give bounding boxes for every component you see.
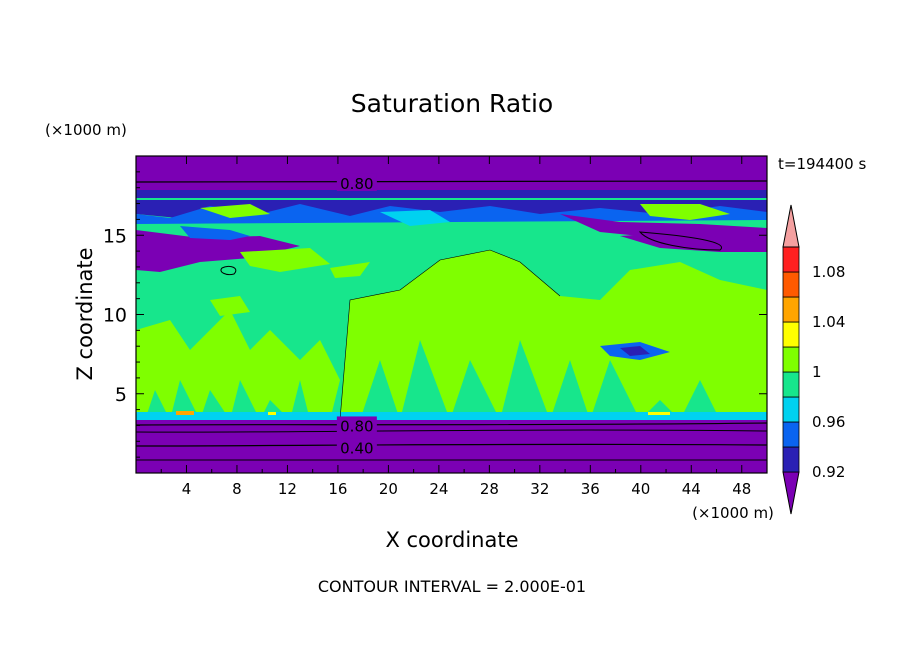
colorbar-swatch (782, 271, 800, 298)
contour-line-040 (136, 443, 767, 447)
dry-patch-left (136, 230, 300, 272)
colorbar: 0.92 0.96 1 1.04 1.08 (782, 204, 845, 515)
colorbar-tick-label: 0.96 (812, 413, 845, 431)
band-096-upper (136, 204, 767, 224)
contour-label-bg (336, 173, 377, 191)
contour-line-080-bottom (136, 422, 767, 426)
moist-patch-left (240, 248, 330, 272)
x-tick-label: 32 (530, 480, 549, 498)
colorbar-swatch (782, 246, 800, 273)
contour-interval-label: CONTOUR INTERVAL = 2.000E-01 (318, 577, 586, 596)
contour-line-1-mid (339, 249, 561, 421)
blue-patch-left (180, 226, 250, 240)
x-tick-label: 8 (232, 480, 242, 498)
chart-title: Saturation Ratio (351, 89, 553, 118)
contour-label-bg (336, 438, 377, 456)
warm-patch-3 (648, 412, 670, 415)
x-tick-label: 36 (581, 480, 600, 498)
x-tick-label: 4 (182, 480, 192, 498)
contour-label: 0.40 (340, 440, 373, 458)
y-tick-label: 15 (103, 225, 127, 247)
colorbar-swatch (782, 396, 800, 423)
colorbar-tick-label: 0.92 (812, 463, 845, 481)
colorbar-swatch (782, 321, 800, 348)
y-tick-label: 5 (115, 384, 127, 406)
contour-line-060 (136, 429, 767, 433)
x-tick-label: 28 (480, 480, 499, 498)
moist-patch-mid (330, 262, 370, 278)
colorbar-tick-label: 1 (812, 363, 822, 381)
colorbar-tick-label: 1.04 (812, 313, 845, 331)
colorbar-swatch (782, 371, 800, 398)
colorbar-swatch (782, 421, 800, 448)
dry-band-bottom (136, 420, 767, 473)
colorbar-swatch (782, 446, 800, 473)
time-label: t=194400 s (778, 155, 866, 173)
contour-field (136, 156, 767, 473)
contour-loop-left (220, 265, 237, 275)
dark-patch-right (620, 346, 650, 356)
colorbar-upper-arrow (782, 204, 800, 248)
x-unit-label: (×1000 m) (692, 504, 774, 522)
contour-label: 0.80 (340, 417, 373, 435)
y-unit-label: (×1000 m) (45, 121, 127, 139)
moist-patch-top-right (640, 204, 730, 220)
moist-region-right (340, 250, 767, 420)
x-tick-label: 12 (278, 480, 297, 498)
y-tick-label: 10 (103, 305, 127, 327)
colorbar-lower-arrow (782, 471, 800, 515)
x-tick-label: 44 (682, 480, 701, 498)
x-axis-label: X coordinate (385, 528, 518, 552)
moist-patch-left-2 (210, 296, 250, 316)
contour-line-020 (136, 459, 767, 461)
colorbar-swatch (782, 346, 800, 373)
contour-line-080-top (136, 180, 767, 183)
contour-label-bg (336, 416, 377, 434)
warm-patch-1 (176, 411, 194, 415)
contour-labels: 0.80 0.80 0.40 (336, 173, 377, 458)
cyan-patch-top (380, 210, 450, 226)
moist-region-left (136, 310, 340, 420)
x-tick-label: 48 (732, 480, 751, 498)
contour-lens-right (638, 231, 723, 251)
y-axis-label: Z coordinate (73, 247, 97, 380)
x-tick-label: 24 (429, 480, 448, 498)
y-axis-ticks: 5 10 15 (103, 171, 767, 458)
colorbar-swatch (782, 296, 800, 323)
dry-lens-right (620, 232, 767, 252)
x-tick-label: 20 (379, 480, 398, 498)
x-tick-label: 16 (328, 480, 347, 498)
x-tick-label: 40 (631, 480, 650, 498)
colorbar-tick-label: 1.08 (812, 263, 845, 281)
contour-label: 0.80 (340, 175, 373, 193)
band-098-fringe (136, 412, 767, 422)
moist-patch-top-left (200, 204, 270, 218)
x-axis-ticks: 4 8 12 16 20 24 28 32 36 40 44 48 (160, 156, 751, 498)
warm-patch-2 (268, 412, 276, 415)
